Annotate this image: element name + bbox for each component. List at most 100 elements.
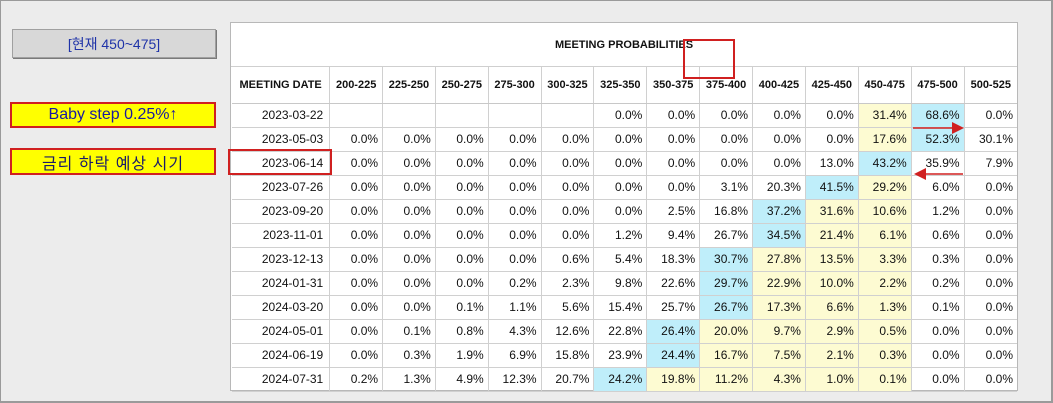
probability-cell: 0.0% [752, 103, 806, 128]
header-rate-range: 325-350 [593, 67, 648, 104]
rate-cut-text: 금리 하락 예상 시기 [41, 155, 185, 173]
probability-cell [488, 103, 542, 128]
probability-cell: 29.7% [699, 271, 754, 296]
probability-cell: 20.0% [699, 319, 754, 344]
table-row: 2023-09-20 0.0% 0.0% 0.0% 0.0% 0.0% 0.0% 2.5% 16… [232, 199, 1017, 224]
probability-cell: 41.5% [805, 175, 859, 200]
probability-cell: 2.5% [646, 199, 701, 224]
baby-step-annotation: Baby step 0.25%↑ [10, 102, 216, 128]
probability-cell: 0.0% [805, 127, 859, 152]
probability-cell: 0.1% [911, 295, 965, 320]
probability-cell: 0.0% [541, 175, 595, 200]
probability-cell: 0.0% [488, 175, 542, 200]
meeting-date-cell: 2023-12-13 [232, 247, 331, 272]
probability-cell: 16.8% [699, 199, 754, 224]
probability-cell: 0.0% [382, 295, 436, 320]
probability-cell: 0.1% [435, 295, 489, 320]
probability-cell: 17.3% [752, 295, 806, 320]
probability-cell: 7.5% [752, 343, 806, 368]
table-header-row: MEETING DATE 200-225 225-250 250-275 275-300… [232, 67, 1017, 104]
probability-cell: 43.2% [858, 151, 912, 176]
probability-cell: 17.6% [858, 127, 912, 152]
probability-cell: 1.2% [593, 223, 648, 248]
probability-cell: 0.0% [752, 151, 806, 176]
probability-cell: 13.0% [805, 151, 859, 176]
probability-cell: 0.1% [858, 367, 912, 392]
meeting-date-cell: 2024-07-31 [232, 367, 331, 392]
probability-cell: 26.7% [699, 295, 754, 320]
probability-cell: 9.7% [752, 319, 806, 344]
probability-cell: 19.8% [646, 367, 701, 392]
probability-cell: 0.0% [964, 295, 1017, 320]
probability-cell: 0.0% [541, 151, 595, 176]
probability-cell: 24.4% [646, 343, 701, 368]
probability-cell: 23.9% [593, 343, 648, 368]
probability-cell: 30.1% [964, 127, 1017, 152]
probability-cell: 16.7% [699, 343, 754, 368]
probability-cell: 0.0% [593, 127, 648, 152]
table-body: 2023-03-22 0.0% 0.0% 0.0% 0.0% 0.0% 31.4% 68.6%… [232, 103, 1017, 392]
probability-cell: 0.0% [382, 127, 436, 152]
probability-cell: 26.4% [646, 319, 701, 344]
probability-cell: 0.0% [329, 271, 384, 296]
probability-cell: 0.0% [699, 127, 754, 152]
probability-cell: 2.2% [858, 271, 912, 296]
probability-cell: 0.0% [329, 127, 384, 152]
probability-cell: 22.9% [752, 271, 806, 296]
meeting-date-cell: 2023-09-20 [232, 199, 331, 224]
probability-cell: 29.2% [858, 175, 912, 200]
probability-cell: 0.0% [699, 151, 754, 176]
probability-cell: 0.0% [435, 151, 489, 176]
meeting-date-cell: 2024-03-20 [232, 295, 331, 320]
probability-cell: 0.0% [646, 151, 701, 176]
probability-cell: 5.4% [593, 247, 648, 272]
table-row: 2024-07-31 0.2% 1.3% 4.9% 12.3% 20.7% 24.2% 19.… [232, 367, 1017, 392]
header-rate-range: 300-325 [541, 67, 595, 104]
header-rate-range: 425-450 [805, 67, 859, 104]
table-row: 2024-01-31 0.0% 0.0% 0.0% 0.2% 2.3% 9.8% 22.6% 2… [232, 271, 1017, 296]
probability-cell: 1.3% [858, 295, 912, 320]
probability-cell: 0.0% [911, 319, 965, 344]
header-rate-range: 400-425 [752, 67, 806, 104]
probability-cell: 0.6% [911, 223, 965, 248]
probability-cell: 5.6% [541, 295, 595, 320]
probability-cell: 0.0% [911, 367, 965, 392]
probability-cell: 6.6% [805, 295, 859, 320]
probability-cell: 24.2% [593, 367, 648, 392]
probability-cell: 1.0% [805, 367, 859, 392]
probability-cell: 1.3% [382, 367, 436, 392]
probability-cell: 0.0% [435, 127, 489, 152]
probability-cell: 0.0% [964, 175, 1017, 200]
probability-cell: 22.8% [593, 319, 648, 344]
probability-cell: 0.0% [805, 103, 859, 128]
table-title: MEETING PROBABILITIES [231, 23, 1017, 67]
probability-cell: 0.0% [382, 271, 436, 296]
probability-cell: 0.3% [911, 247, 965, 272]
table-row: 2023-05-03 0.0% 0.0% 0.0% 0.0% 0.0% 0.0% 0.0% 0.… [232, 127, 1017, 152]
current-rate-range-label: [현재 450~475] [12, 29, 216, 58]
probability-cell: 0.0% [382, 151, 436, 176]
meeting-date-cell: 2023-06-14 [232, 151, 331, 176]
probability-cell: 12.3% [488, 367, 542, 392]
probability-cell: 0.0% [488, 151, 542, 176]
probability-cell: 0.0% [964, 271, 1017, 296]
probability-cell: 21.4% [805, 223, 859, 248]
table-row: 2024-05-01 0.0% 0.1% 0.8% 4.3% 12.6% 22.8% 26.4… [232, 319, 1017, 344]
probability-cell: 0.0% [646, 175, 701, 200]
probability-cell: 0.2% [488, 271, 542, 296]
probability-cell: 0.0% [435, 271, 489, 296]
probability-cell: 25.7% [646, 295, 701, 320]
probability-cell: 0.0% [329, 319, 384, 344]
probability-cell: 0.0% [593, 103, 648, 128]
probability-cell: 0.0% [964, 199, 1017, 224]
probability-cell: 0.5% [858, 319, 912, 344]
probability-cell: 0.0% [382, 223, 436, 248]
probability-cell: 7.9% [964, 151, 1017, 176]
header-rate-range: 200-225 [329, 67, 384, 104]
meeting-date-cell: 2024-01-31 [232, 271, 331, 296]
meeting-probabilities-table: MEETING DATE 200-225 225-250 250-275 275-300… [232, 67, 1017, 392]
probability-cell: 9.4% [646, 223, 701, 248]
probability-cell: 52.3% [911, 127, 965, 152]
probability-cell [329, 103, 384, 128]
probability-cell: 18.3% [646, 247, 701, 272]
